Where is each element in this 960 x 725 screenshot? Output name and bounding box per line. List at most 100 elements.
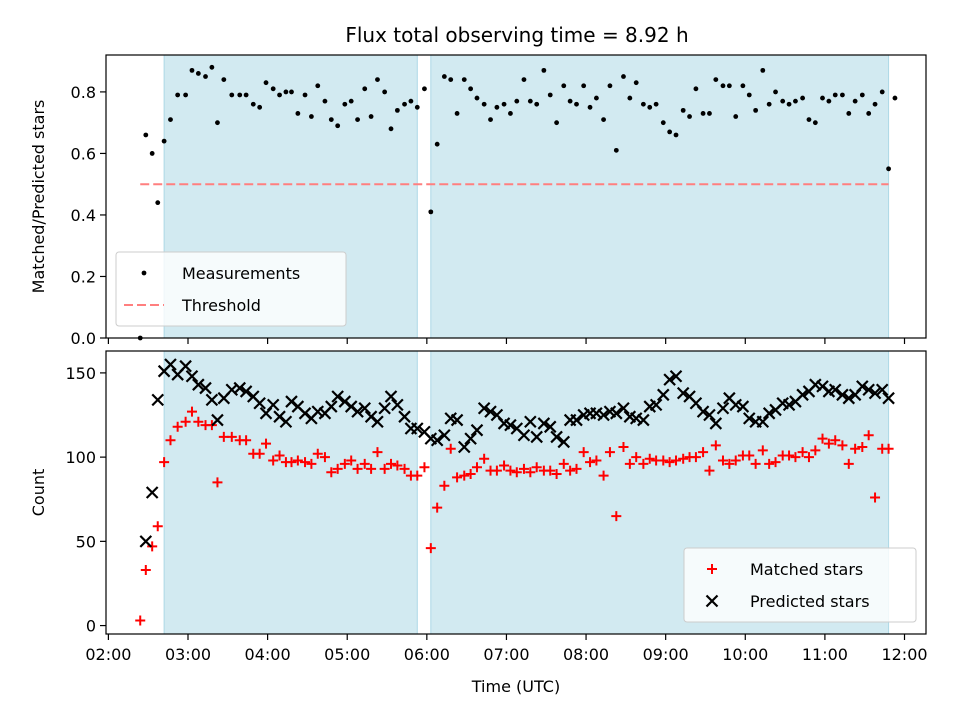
measurements-point [740,83,746,89]
predicted-stars-point [796,388,809,402]
matched-stars-point [286,457,297,468]
x-tick-label: 07:00 [483,645,529,664]
legend-marker [705,594,719,608]
measurements-point [760,67,766,73]
measurements-point [221,77,227,83]
measurements-point [680,107,686,113]
predicted-stars-point [550,430,563,444]
predicted-stars-point [657,388,670,402]
predicted-stars-point [151,393,165,407]
measurements-point [812,120,818,126]
measurements-point [322,98,328,104]
predicted-stars-point [430,434,444,447]
matched-stars-point [346,455,357,466]
predicted-stars-point [610,407,623,420]
measurements-point [872,101,878,107]
legend-marker [707,564,717,574]
measurements-point [382,89,388,95]
matched-stars-point [471,462,482,473]
measurements-point [547,92,553,98]
measurements-point [454,111,460,116]
plot-frame [105,350,927,635]
matched-stars-point [241,435,252,446]
measurements-point [879,89,885,95]
predicted-stars-point [782,398,796,412]
measurements-point [713,77,719,83]
legend-marker [141,270,147,276]
matched-stars-point [452,472,463,483]
matched-stars-point [140,564,151,575]
predicted-stars-point [762,407,776,420]
measurements-point [667,129,673,135]
measurements-point [594,95,599,101]
predicted-stars-point [331,390,344,403]
measurements-point [660,120,666,126]
predicted-stars-point [756,415,770,429]
measurements-point [375,77,380,83]
predicted-stars-point [557,435,571,449]
matched-stars-point [843,458,854,469]
measurements-point [481,101,487,107]
measurements-point [820,95,825,101]
predicted-stars-point [325,400,338,413]
legend-label: Measurements [182,264,300,283]
y-tick-label: 0.2 [71,267,96,286]
matched-stars-point [518,463,529,474]
measurements-point [203,74,208,79]
measurements-point [488,117,493,122]
matched-stars-point [578,447,589,458]
matched-stars-point [810,445,821,456]
measurements-point [209,64,215,70]
predicted-stars-point [233,381,247,395]
matched-stars-point [757,445,768,456]
measurements-point [295,111,301,116]
matched-stars-point [671,455,682,466]
matched-stars-point [744,450,755,461]
measurements-point [574,101,579,107]
y-tick-label: 0 [86,617,96,636]
matched-stars-point [399,463,410,474]
measurements-point [501,101,507,107]
predicted-stars-point [875,383,889,397]
matched-stars-point [678,453,689,464]
x-tick-label: 03:00 [165,645,211,664]
measurements-point [215,120,220,126]
measurements-point [348,98,354,104]
matched-stars-point [359,458,370,469]
x-tick-label: 02:00 [85,645,131,664]
matched-stars-point [770,457,781,468]
predicted-stars-point [464,432,477,445]
measurements-point [700,111,706,116]
measurements-point [368,114,374,119]
measurements-point [175,92,181,98]
predicted-stars-point [384,390,398,403]
measurements-point [195,71,201,76]
matched-stars-point [604,447,615,458]
measurements-point [733,114,739,119]
measurements-point [647,104,653,110]
matched-stars-point [339,458,350,469]
predicted-stars-point [239,385,253,398]
predicted-stars-point [371,415,384,429]
measurements-point [673,132,679,138]
measurements-point [335,123,341,129]
matched-stars-point [790,452,801,463]
matched-stars-point [531,462,542,473]
predicted-stars-point [856,380,869,393]
measurements-point [441,74,447,79]
x-tick-label: 11:00 [802,645,848,664]
matched-stars-point [419,462,430,473]
matched-stars-point [631,452,642,463]
predicted-stars-point [637,413,650,427]
measurements-point [388,126,394,132]
matched-stars-point [172,421,183,432]
predicted-stars-point [828,383,842,397]
matched-stars-point [300,457,311,468]
matched-stars-point [212,477,223,488]
matched-stars-point [598,470,609,481]
measurements-point [886,166,891,172]
bottom-panel: 0 50 100 150 02:00 03:00 04:00 05:00 06:00 07:00 0… [29,350,928,696]
measurements-point [308,114,314,119]
matched-stars-point [254,448,265,459]
legend: Matched stars Predicted stars [683,547,917,623]
